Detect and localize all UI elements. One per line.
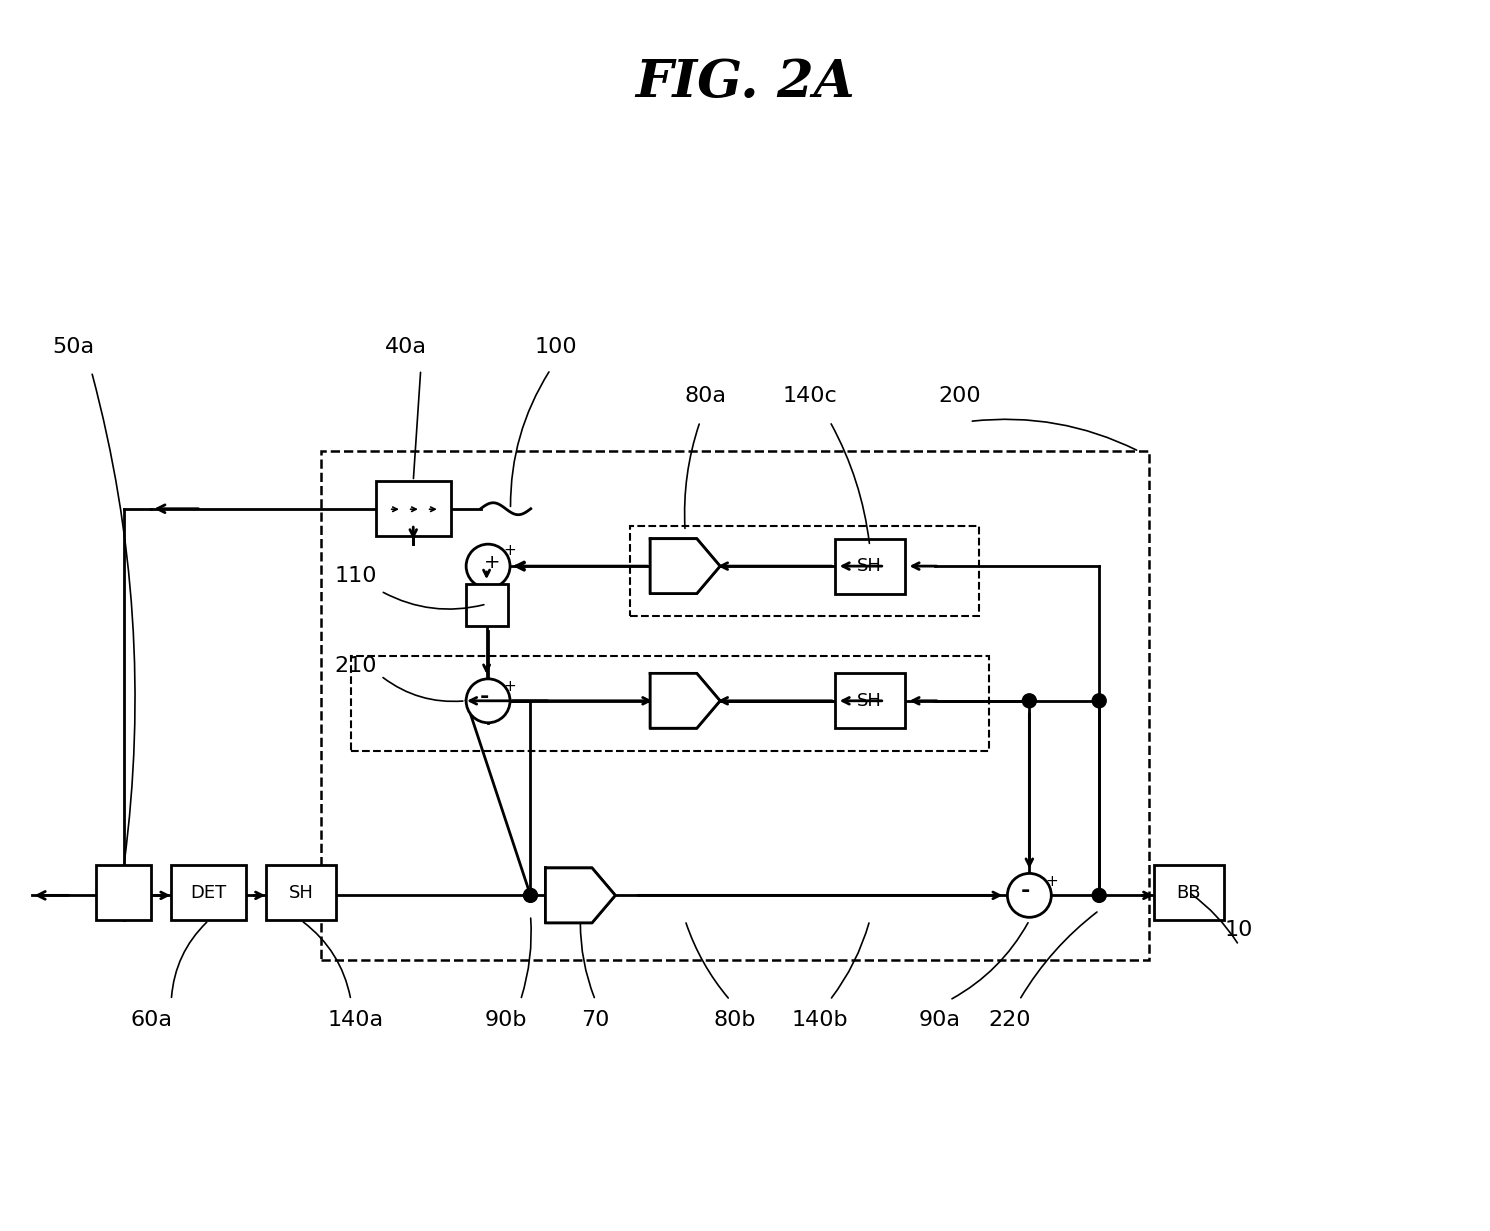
Bar: [350, 656, 989, 751]
Text: 140c: 140c: [782, 387, 837, 406]
Circle shape: [1092, 889, 1106, 902]
Text: 200: 200: [939, 387, 980, 406]
Bar: [320, 452, 1149, 960]
Text: 40a: 40a: [384, 336, 426, 357]
Circle shape: [1007, 874, 1052, 917]
Text: 70: 70: [581, 1011, 609, 1030]
Bar: [171, 865, 246, 921]
Polygon shape: [545, 868, 615, 923]
Text: 60a: 60a: [130, 1011, 173, 1030]
Bar: [267, 865, 335, 921]
Text: +: +: [484, 553, 501, 571]
Circle shape: [466, 544, 510, 588]
Bar: [1155, 865, 1223, 921]
Text: FIG. 2A: FIG. 2A: [635, 57, 855, 107]
Text: 220: 220: [988, 1011, 1031, 1030]
Text: SH: SH: [289, 884, 313, 902]
Polygon shape: [650, 539, 720, 593]
Bar: [375, 481, 450, 537]
Text: 90a: 90a: [918, 1011, 961, 1030]
Circle shape: [1092, 694, 1106, 708]
Text: 50a: 50a: [52, 336, 94, 357]
Circle shape: [466, 678, 510, 723]
Circle shape: [1022, 694, 1037, 708]
Text: 10: 10: [1225, 921, 1253, 940]
Text: 140a: 140a: [328, 1011, 384, 1030]
Text: -: -: [480, 687, 489, 707]
Bar: [630, 526, 979, 616]
Bar: [97, 865, 152, 921]
Text: +: +: [504, 543, 517, 558]
Text: 140b: 140b: [791, 1011, 848, 1030]
Text: BB: BB: [1177, 884, 1201, 902]
Text: +: +: [504, 680, 517, 694]
Text: SH: SH: [857, 692, 882, 710]
Polygon shape: [650, 673, 720, 729]
Bar: [834, 539, 904, 593]
Text: 80b: 80b: [714, 1011, 757, 1030]
Text: 110: 110: [335, 566, 377, 586]
Text: 90b: 90b: [484, 1011, 527, 1030]
Text: SH: SH: [857, 558, 882, 575]
Text: 100: 100: [533, 336, 577, 357]
Text: 210: 210: [335, 656, 377, 676]
Bar: [466, 583, 508, 627]
Circle shape: [523, 889, 538, 902]
Text: 80a: 80a: [684, 387, 726, 406]
Text: +: +: [1044, 874, 1058, 889]
Text: DET: DET: [191, 884, 226, 902]
Text: -: -: [1021, 881, 1030, 901]
Bar: [834, 673, 904, 729]
